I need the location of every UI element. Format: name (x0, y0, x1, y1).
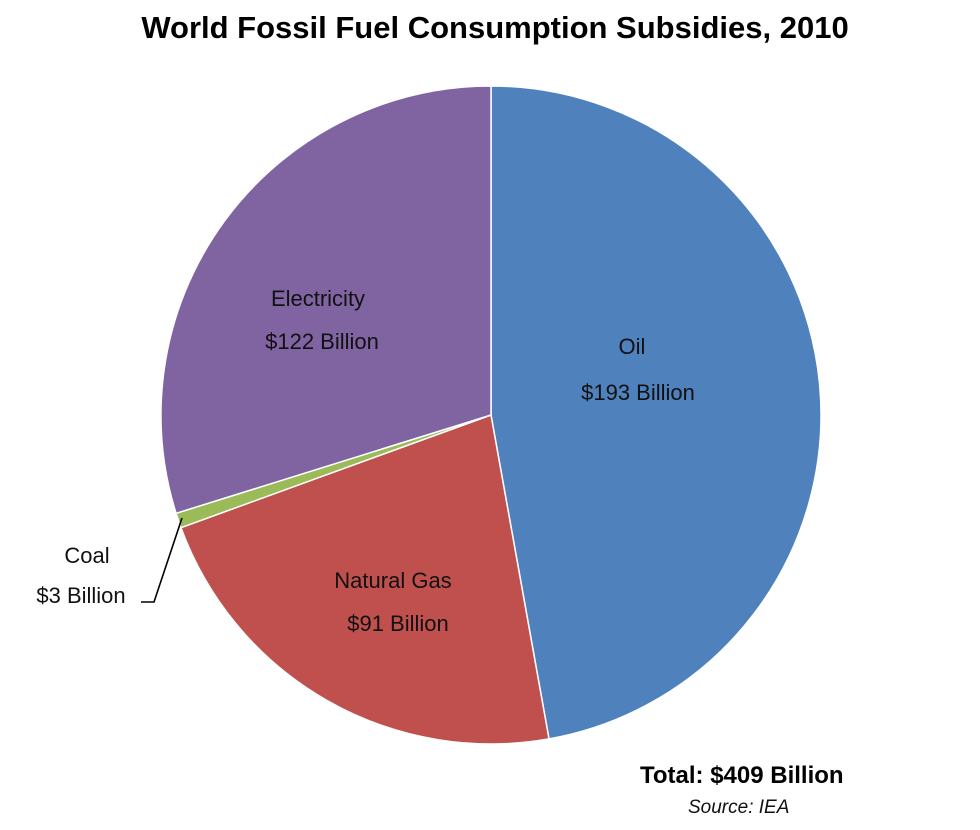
slice-labels: Oil $193 Billion Natural Gas $91 Billion… (36, 286, 695, 636)
oil-name-label: Oil (619, 334, 646, 359)
natural-gas-slice (179, 413, 550, 745)
chart-title: World Fossil Fuel Consumption Subsidies,… (141, 10, 849, 45)
oil-slice (490, 85, 822, 740)
electricity-slice (160, 85, 492, 515)
coal-leader-line (141, 517, 183, 603)
total-label: Total: $409 Billion (640, 762, 844, 789)
natural-gas-value-label: $91 Billion (347, 611, 449, 636)
oil-value-label: $193 Billion (581, 380, 695, 405)
coal-name-label: Coal (64, 543, 109, 568)
electricity-name-label: Electricity (271, 286, 365, 311)
coal-value-label: $3 Billion (36, 583, 125, 608)
source-label: Source: IEA (688, 797, 790, 818)
electricity-value-label: $122 Billion (265, 329, 379, 354)
pie-slices (160, 85, 822, 745)
natural-gas-name-label: Natural Gas (334, 568, 451, 593)
